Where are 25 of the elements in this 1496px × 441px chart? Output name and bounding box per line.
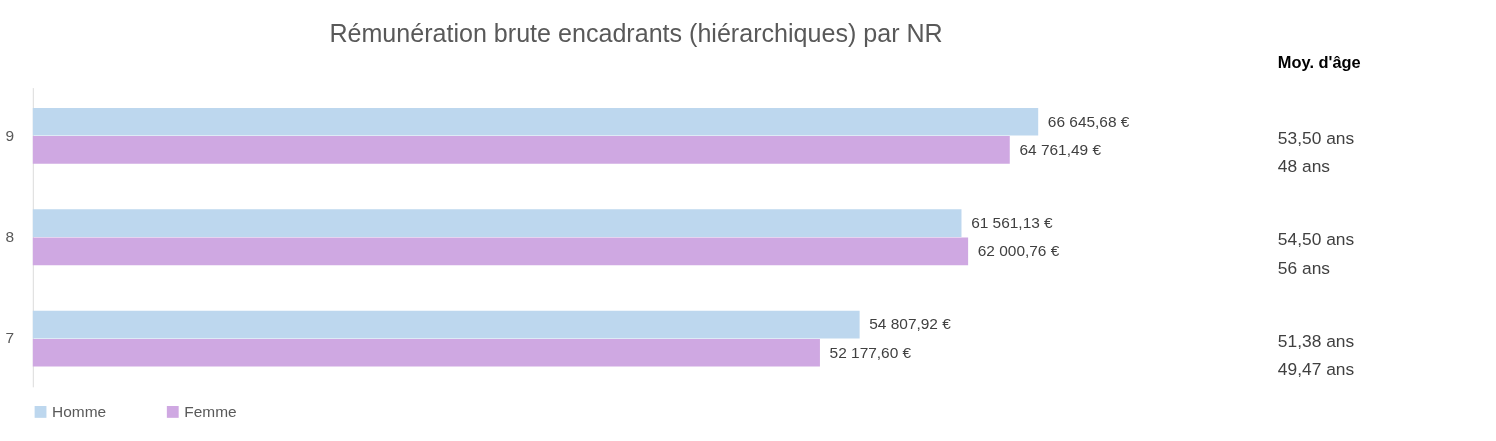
text: 51,38 ans (1277, 330, 1355, 351)
data-label: 66 645,68 € (1047, 112, 1130, 130)
bar (32, 107, 1039, 136)
y-tick-label: 9 (5, 126, 14, 144)
text: 53,50 ans (1277, 127, 1355, 148)
bar (32, 237, 969, 266)
data-label: 52 177,60 € (829, 343, 912, 361)
bar (32, 338, 820, 367)
text: 48 ans (1277, 156, 1331, 177)
chart-title: Rémunération brute encadrants (hiérarchiques) par NR (329, 19, 943, 48)
bar (32, 209, 962, 237)
y-tick-label: 7 (5, 329, 14, 347)
bar (32, 310, 860, 339)
y-tick-label: 8 (5, 228, 14, 246)
text: Moy. d'âge (1277, 53, 1361, 72)
data-label: 61 561,13 € (971, 213, 1054, 231)
legend-label: Femme (184, 402, 237, 420)
data-label: 54 807,92 € (869, 315, 952, 333)
text: 49,47 ans (1277, 358, 1355, 379)
data-label: 64 761,49 € (1019, 140, 1102, 158)
data-label: 62 000,76 € (977, 242, 1060, 260)
text: 54,50 ans (1277, 229, 1355, 250)
bar (32, 136, 1010, 164)
text: 56 ans (1277, 257, 1331, 278)
legend-label: Homme (52, 402, 107, 420)
